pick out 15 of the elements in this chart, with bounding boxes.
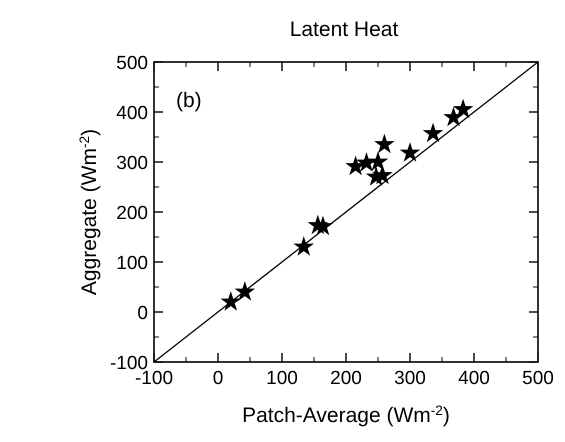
x-tick-label: 200 <box>330 368 362 389</box>
y-tick-label: 400 <box>116 103 148 124</box>
y-tick-label: 500 <box>116 53 148 74</box>
y-tick-label: 0 <box>137 303 148 324</box>
x-tick-label: 0 <box>212 368 224 389</box>
x-tick-label: 300 <box>394 368 426 389</box>
annotation: (b) <box>176 89 202 112</box>
x-tick-label: 400 <box>458 368 490 389</box>
y-tick-label: 100 <box>116 253 148 274</box>
y-tick-label: 200 <box>116 203 148 224</box>
y-tick-label: 300 <box>116 153 148 174</box>
x-tick-label: 500 <box>522 368 554 389</box>
x-tick-label: 100 <box>266 368 298 389</box>
chart-title: Latent Heat <box>290 18 398 41</box>
x-axis-title: Patch-Average (Wm$^{-2}$) <box>242 402 450 427</box>
